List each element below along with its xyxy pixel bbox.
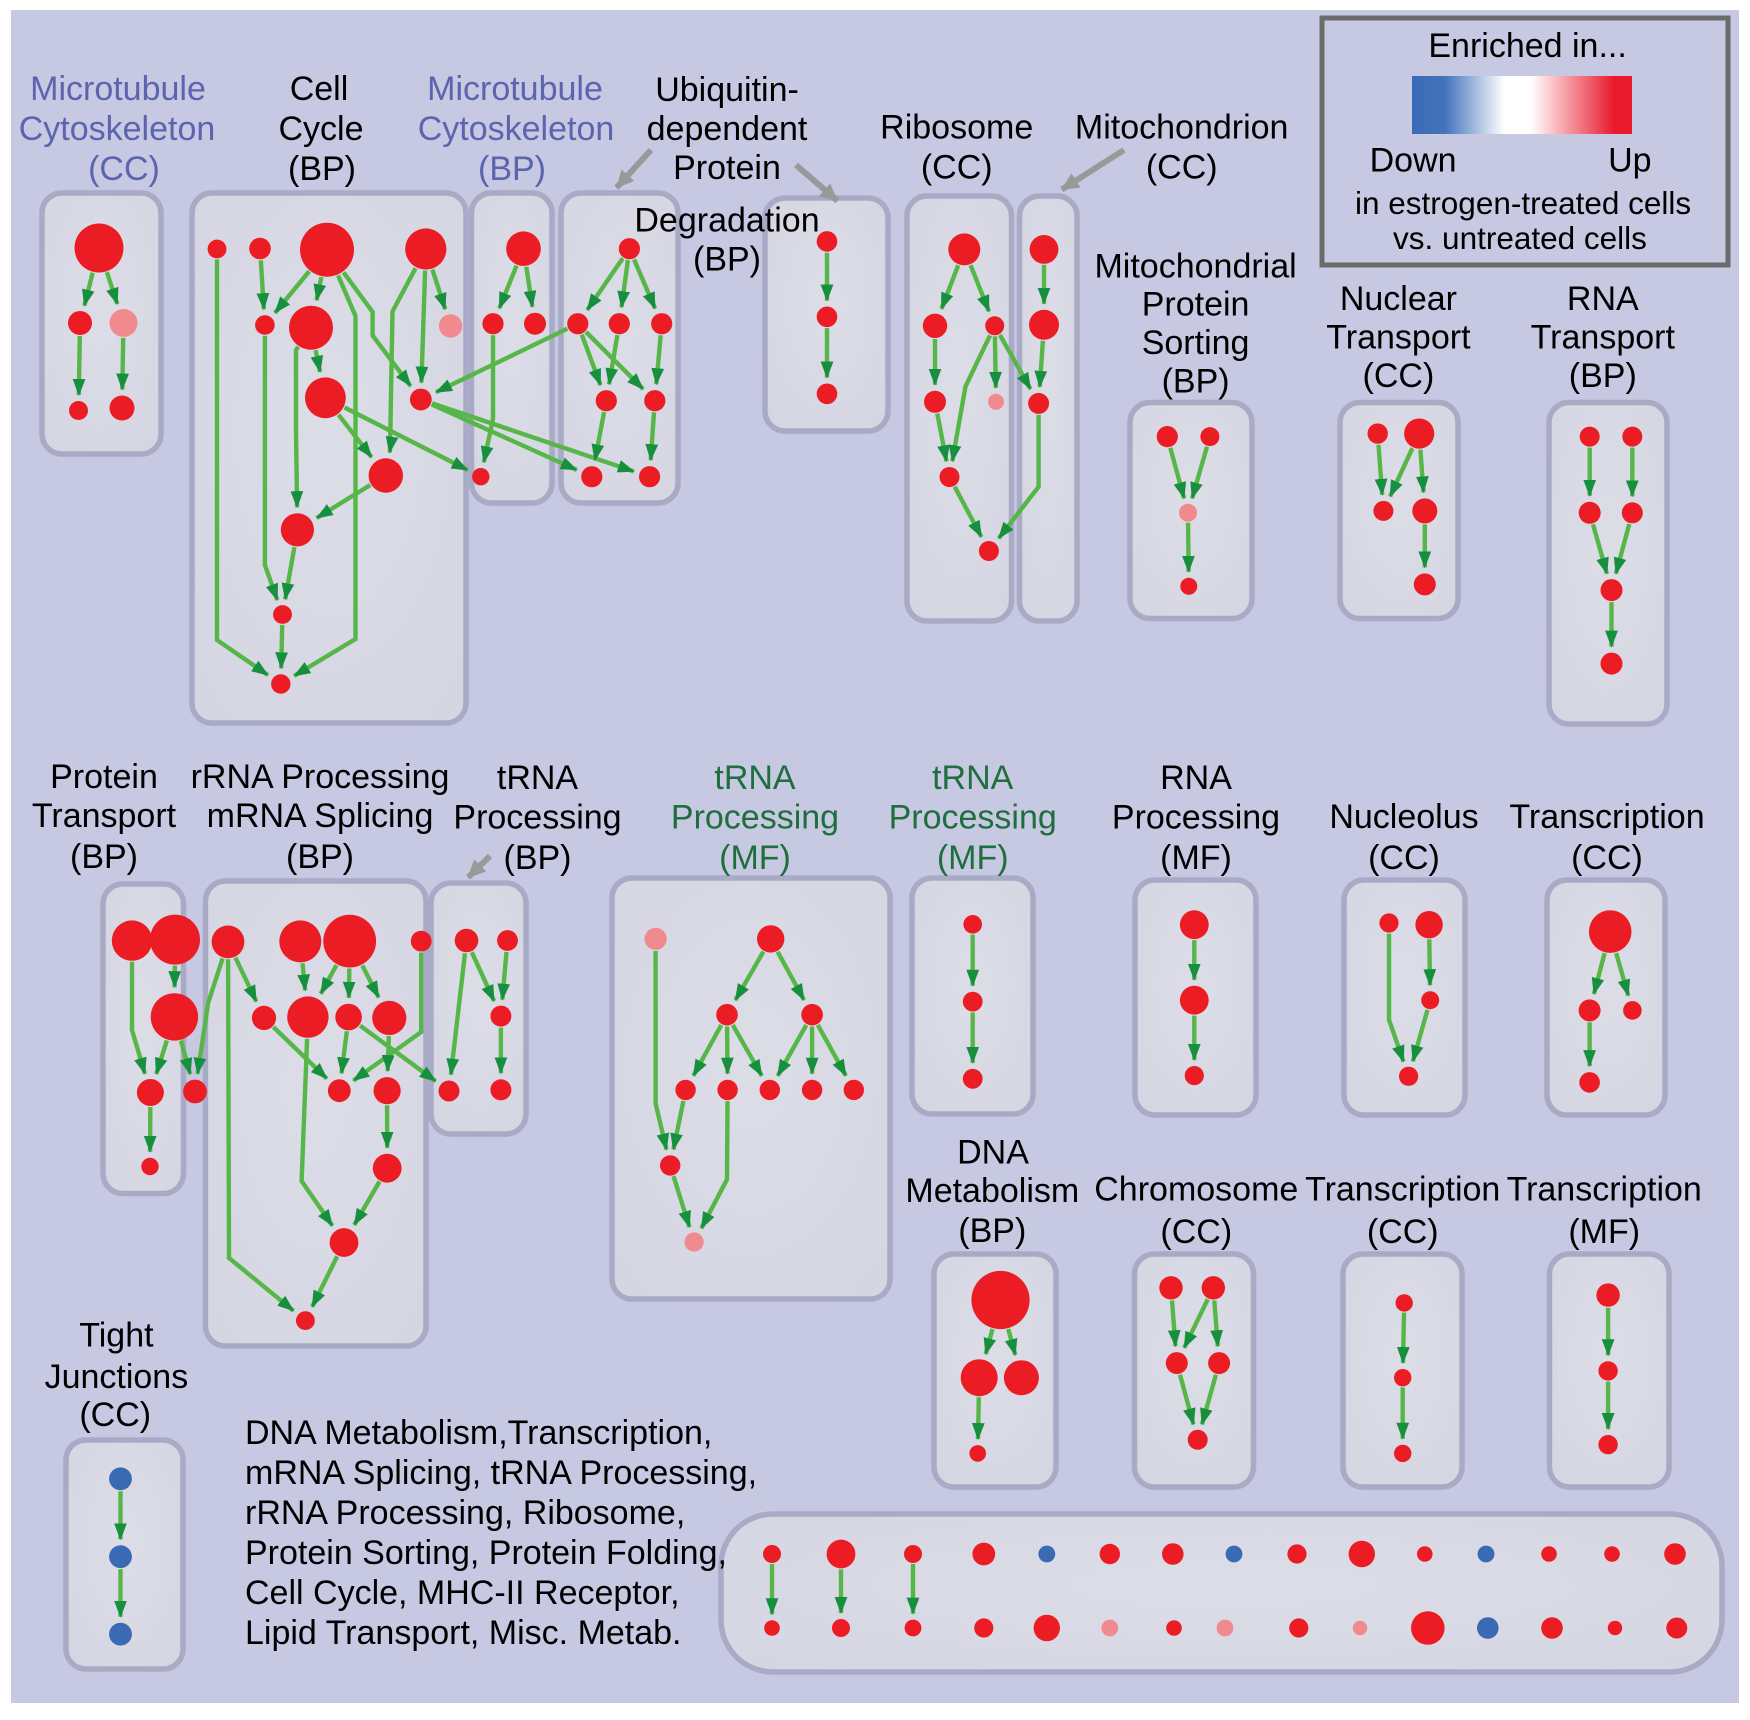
svg-text:Tight: Tight <box>79 1317 154 1355</box>
svg-text:Chromosome: Chromosome <box>1094 1171 1298 1209</box>
svg-text:Processing: Processing <box>453 798 621 836</box>
svg-text:Cytoskeleton: Cytoskeleton <box>19 110 216 148</box>
svg-text:Transcription: Transcription <box>1305 1171 1500 1209</box>
svg-text:Transport: Transport <box>1326 319 1471 357</box>
svg-text:vs. untreated cells: vs. untreated cells <box>1393 220 1647 256</box>
svg-text:Microtubule: Microtubule <box>30 70 206 108</box>
svg-text:(CC): (CC) <box>88 150 160 188</box>
svg-text:DNA: DNA <box>957 1134 1029 1172</box>
svg-text:Mitochondrial: Mitochondrial <box>1094 248 1296 286</box>
svg-text:Lipid Transport, Misc. Metab.: Lipid Transport, Misc. Metab. <box>245 1614 682 1652</box>
svg-text:in estrogen-treated cells: in estrogen-treated cells <box>1355 185 1691 221</box>
svg-text:Cytoskeleton: Cytoskeleton <box>418 110 615 148</box>
svg-text:(MF): (MF) <box>1160 839 1232 877</box>
svg-text:Cell: Cell <box>290 70 349 108</box>
svg-text:Nuclear: Nuclear <box>1340 280 1457 318</box>
svg-text:(BP): (BP) <box>70 838 138 876</box>
svg-text:Transcription: Transcription <box>1509 798 1704 836</box>
svg-text:(MF): (MF) <box>719 839 791 877</box>
svg-text:(BP): (BP) <box>288 150 356 188</box>
svg-text:Ribosome: Ribosome <box>880 109 1033 147</box>
svg-text:(CC): (CC) <box>1146 149 1218 187</box>
svg-text:(CC): (CC) <box>1160 1213 1232 1251</box>
svg-text:Down: Down <box>1370 141 1457 179</box>
svg-text:(BP): (BP) <box>1162 363 1230 401</box>
svg-text:Protein Sorting, Protein Foldi: Protein Sorting, Protein Folding, <box>245 1534 727 1572</box>
svg-text:(CC): (CC) <box>1368 839 1440 877</box>
svg-text:(CC): (CC) <box>921 149 993 187</box>
svg-text:Microtubule: Microtubule <box>427 70 603 108</box>
svg-text:RNA: RNA <box>1160 759 1232 797</box>
svg-text:rRNA Processing: rRNA Processing <box>191 758 450 796</box>
svg-text:Protein: Protein <box>673 149 781 187</box>
svg-text:Cell Cycle, MHC-II Receptor,: Cell Cycle, MHC-II Receptor, <box>245 1574 680 1612</box>
svg-text:mRNA Splicing: mRNA Splicing <box>207 797 434 835</box>
svg-text:Sorting: Sorting <box>1142 324 1250 362</box>
svg-text:Processing: Processing <box>1112 798 1280 836</box>
svg-text:Degradation: Degradation <box>634 201 819 239</box>
svg-text:(CC): (CC) <box>1571 839 1643 877</box>
svg-text:(MF): (MF) <box>1568 1213 1640 1251</box>
svg-text:Transport: Transport <box>32 797 177 835</box>
svg-text:Cycle: Cycle <box>278 110 363 148</box>
svg-text:dependent: dependent <box>647 110 808 148</box>
svg-text:tRNA: tRNA <box>714 759 796 797</box>
svg-text:Junctions: Junctions <box>45 1358 189 1396</box>
svg-text:mRNA Splicing, tRNA Processing: mRNA Splicing, tRNA Processing, <box>245 1454 757 1492</box>
svg-text:Mitochondrion: Mitochondrion <box>1075 109 1289 147</box>
svg-text:Protein: Protein <box>50 758 158 796</box>
svg-text:Nucleolus: Nucleolus <box>1329 798 1478 836</box>
svg-text:(CC): (CC) <box>1363 357 1435 395</box>
svg-text:Metabolism: Metabolism <box>905 1172 1079 1210</box>
svg-text:(BP): (BP) <box>693 240 761 278</box>
svg-text:(BP): (BP) <box>286 838 354 876</box>
svg-text:Transcription: Transcription <box>1507 1171 1702 1209</box>
svg-text:Enriched in...: Enriched in... <box>1428 27 1626 65</box>
svg-text:tRNA: tRNA <box>932 759 1014 797</box>
svg-text:Transport: Transport <box>1531 319 1676 357</box>
svg-text:tRNA: tRNA <box>497 759 579 797</box>
svg-text:rRNA Processing, Ribosome,: rRNA Processing, Ribosome, <box>245 1494 685 1532</box>
svg-text:Protein: Protein <box>1142 285 1250 323</box>
svg-text:(BP): (BP) <box>504 839 572 877</box>
svg-text:Up: Up <box>1608 141 1651 179</box>
svg-text:(CC): (CC) <box>1367 1213 1439 1251</box>
svg-text:Processing: Processing <box>671 798 839 836</box>
svg-text:Processing: Processing <box>889 798 1057 836</box>
svg-text:(BP): (BP) <box>958 1212 1026 1250</box>
svg-text:(CC): (CC) <box>79 1396 151 1434</box>
svg-text:(BP): (BP) <box>478 150 546 188</box>
svg-text:Ubiquitin-: Ubiquitin- <box>655 71 799 109</box>
svg-text:RNA: RNA <box>1567 280 1639 318</box>
svg-text:DNA Metabolism,Transcription,: DNA Metabolism,Transcription, <box>245 1414 712 1452</box>
svg-text:(MF): (MF) <box>937 839 1009 877</box>
svg-text:(BP): (BP) <box>1569 357 1637 395</box>
